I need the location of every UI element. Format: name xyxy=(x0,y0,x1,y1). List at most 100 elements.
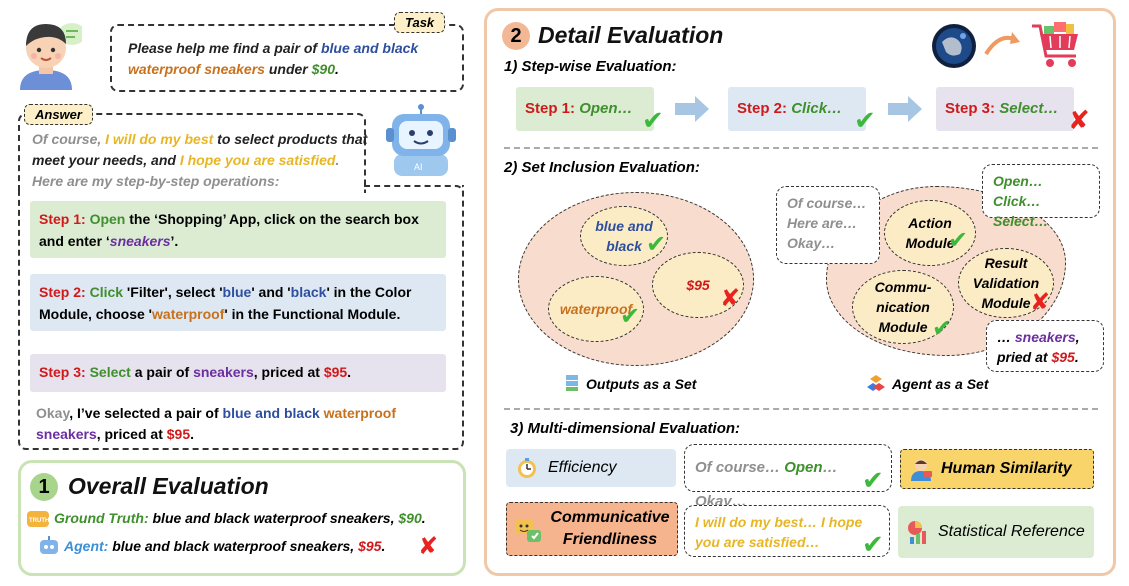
overall-title: Overall Evaluation xyxy=(68,473,269,499)
outro-t7: , priced at xyxy=(96,426,167,442)
set-item-blue-black: blue and black xyxy=(580,206,668,266)
bubble-bottom-t4: pried at xyxy=(997,349,1052,365)
gt-price: $90 xyxy=(398,510,422,526)
stepwise-step3-cross-icon: ✘ xyxy=(1068,106,1090,136)
answer-step-1: Step 1: Open the ‘Shopping’ App, click o… xyxy=(30,201,446,258)
bubble-bottom-t5: $95 xyxy=(1051,349,1075,365)
answer-intro: Of course, I will do my best to select p… xyxy=(32,129,372,192)
answer-step2-t2: 'Filter', select ' xyxy=(123,284,223,300)
bubble-bottom-t1: … xyxy=(997,329,1015,345)
outro-t8: $95 xyxy=(166,426,191,442)
task-box: Please help me find a pair of blue and b… xyxy=(110,24,464,92)
gt-label: Ground Truth: xyxy=(54,510,149,526)
bubble-communication-output: Of course… Here are… Okay… xyxy=(776,186,880,264)
friendliness-icon xyxy=(513,514,543,544)
stepwise-step2-text: Click… xyxy=(791,100,843,117)
answer-outro: Okay, I’ve selected a pair of blue and b… xyxy=(36,403,456,445)
module-result-validation: Result Validation Module xyxy=(958,248,1054,318)
stepwise-step1-text: Open… xyxy=(579,100,633,117)
efficiency-check-icon: ✔ xyxy=(862,466,884,496)
bubble-right-line-2: Select… xyxy=(993,213,1049,229)
eff-bubble-t2: Open xyxy=(784,459,823,476)
stepwise-step-1: Step 1: Open… xyxy=(516,87,654,131)
outro-t3: blue and black xyxy=(222,405,320,421)
answer-step3-t6: . xyxy=(347,364,352,380)
user-avatar-icon xyxy=(12,12,86,92)
agent-label: Agent: xyxy=(64,538,109,554)
efficiency-box: Efficiency xyxy=(506,449,676,487)
multidimensional-title: 3) Multi-dimensional Evaluation: xyxy=(510,420,741,437)
module-communication: Commu-nication Module xyxy=(852,270,954,344)
comm-bubble-text: I will do my best… I hope you are satisf… xyxy=(695,514,863,550)
agent-end: . xyxy=(381,538,386,554)
set-blue-black-check-icon: ✔ xyxy=(646,230,667,258)
answer-step2-t1: Click xyxy=(89,284,124,300)
outro-t6: sneakers xyxy=(36,426,97,442)
module-communication-check-icon: ✔ xyxy=(932,314,953,342)
answer-step1-t1: Open xyxy=(89,211,126,227)
agent-set-icon xyxy=(866,374,886,394)
overall-cross-icon: ✘ xyxy=(418,532,439,560)
task-tag: Task xyxy=(394,12,446,33)
answer-step2-t6: ' in the Color Module, choose ' xyxy=(39,284,412,322)
bubble-left-line-2: Here are… xyxy=(787,215,858,231)
answer-step2-t3: blue xyxy=(222,284,252,300)
answer-box xyxy=(18,113,366,193)
divider-1 xyxy=(504,147,1098,149)
module-result-cross-icon: ✘ xyxy=(1030,288,1051,316)
answer-step3-t1: Select xyxy=(89,364,131,380)
statistical-reference-label: Statistical Reference xyxy=(938,523,1085,540)
answer-step3-label: Step 3: xyxy=(39,364,90,380)
answer-step2-t8: ' in the Functional Module. xyxy=(224,306,401,322)
stepwise-step2-check-icon: ✔ xyxy=(854,106,876,136)
bubble-right-line-1: Open… Click… xyxy=(993,173,1043,209)
answer-step1-label: Step 1: xyxy=(39,211,90,227)
gt-text: blue and black waterproof sneakers, xyxy=(148,510,399,526)
set-item-price: $95 xyxy=(652,252,744,318)
outputs-set-label: Outputs as a Set xyxy=(586,376,697,392)
answer-step2-label: Step 2: xyxy=(39,284,90,300)
stepwise-step1-label: Step 1: xyxy=(525,100,580,117)
answer-step3-t5: $95 xyxy=(323,364,348,380)
answer-step2-t4: ' and ' xyxy=(251,284,291,300)
efficiency-icon xyxy=(516,457,538,479)
task-text-3: waterproof sneakers xyxy=(128,61,265,77)
agent-set-label: Agent as a Set xyxy=(892,376,989,392)
statistical-chart-icon xyxy=(906,519,932,545)
arrow-right-icon xyxy=(675,94,711,124)
stepwise-title: 1) Step-wise Evaluation: xyxy=(504,58,677,75)
efficiency-label: Efficiency xyxy=(548,459,617,476)
earth-icon xyxy=(930,22,978,70)
set-price-cross-icon: ✘ xyxy=(720,284,741,312)
module-action: Action Module xyxy=(884,200,976,266)
module-action-check-icon: ✔ xyxy=(948,226,969,254)
ground-truth-icon: TRUTH xyxy=(26,509,50,529)
answer-step-2: Step 2: Click 'Filter', select 'blue' an… xyxy=(30,274,446,331)
answer-step1-t3: sneakers xyxy=(109,233,171,249)
detail-number-badge: 2 xyxy=(502,22,530,50)
statistical-reference-box: Statistical Reference xyxy=(898,506,1094,558)
set-waterproof-check-icon: ✔ xyxy=(620,302,641,330)
intro-3: to select products that meet your needs,… xyxy=(32,131,368,168)
human-similarity-label: Human Similarity xyxy=(941,460,1072,477)
eff-bubble-t1: Of course… xyxy=(695,459,785,476)
task-text-5: $90 xyxy=(311,61,335,77)
task-text-6: . xyxy=(334,61,339,77)
stepwise-step-3: Step 3: Select… xyxy=(936,87,1074,131)
agent-robot-icon xyxy=(38,536,60,556)
outro-t1: Okay xyxy=(36,405,70,421)
stepwise-step3-text: Select… xyxy=(999,100,1059,117)
answer-step2-t7: waterproof xyxy=(152,306,225,322)
detail-title: Detail Evaluation xyxy=(538,22,724,48)
answer-step3-t2: a pair of xyxy=(130,364,194,380)
set-item-waterproof: waterproof xyxy=(548,276,644,342)
set-item-price-text: $95 xyxy=(686,277,710,293)
agent-text: blue and black waterproof sneakers, xyxy=(108,538,359,554)
overall-number-badge: 1 xyxy=(30,473,58,501)
module-action-text: Action Module xyxy=(905,215,955,251)
curved-arrow-icon xyxy=(982,28,1022,58)
task-text-1: Please help me find a pair of xyxy=(128,40,321,56)
ground-truth-line: Ground Truth: blue and black waterproof … xyxy=(54,510,426,526)
bubble-left-line-3: Okay… xyxy=(787,235,836,251)
shopping-cart-icon xyxy=(1030,20,1082,70)
